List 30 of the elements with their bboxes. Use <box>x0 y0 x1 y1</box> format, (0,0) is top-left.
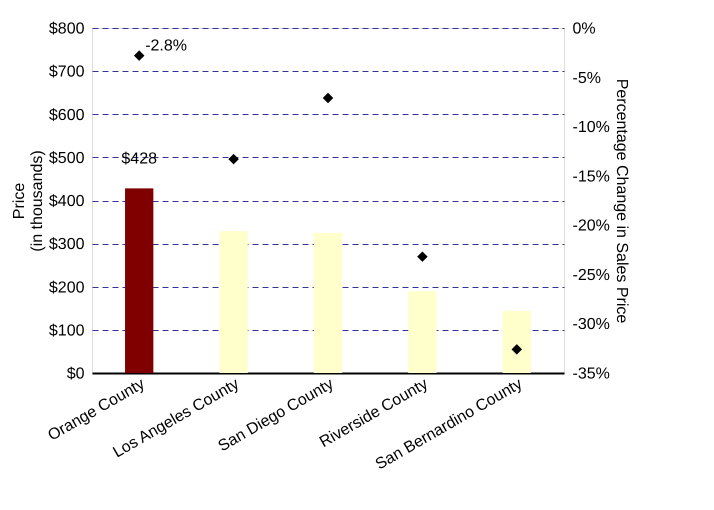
y-tick-label: $400 <box>48 193 85 210</box>
y-tick-label: $0 <box>66 366 85 382</box>
y2-tick-label: -35% <box>572 366 610 382</box>
point <box>134 50 144 61</box>
y-tick-label: $800 <box>48 20 85 38</box>
y2-tick-label: -15% <box>572 168 610 186</box>
point <box>322 92 334 104</box>
y-tick-label: $200 <box>48 279 85 296</box>
data-label: -2.8% <box>145 38 187 55</box>
y-tick-label: $600 <box>48 106 85 124</box>
y-tick-label: $700 <box>48 64 85 81</box>
y2-tick-label: -30% <box>572 316 610 334</box>
y-axis-title: Price (in thousands) <box>10 150 46 252</box>
y2-tick-label: -25% <box>572 266 610 284</box>
y2-axis-title: Percentage Change in Sales Price <box>612 78 630 324</box>
y2-tick-label: -10% <box>572 119 610 136</box>
y2-tick-label: -5% <box>572 70 601 87</box>
bar <box>502 310 531 373</box>
bar <box>408 291 437 373</box>
y2-tick-label: -20% <box>572 218 610 235</box>
y-tick-label: $500 <box>48 150 85 167</box>
y2-tick-label: 0% <box>572 20 596 38</box>
y-tick-label: $300 <box>48 236 85 254</box>
bar <box>314 232 342 373</box>
point <box>512 344 522 355</box>
bar <box>125 188 154 373</box>
point <box>228 154 239 164</box>
point <box>417 251 428 262</box>
bar <box>219 231 248 373</box>
y-tick-label: $100 <box>48 322 85 340</box>
